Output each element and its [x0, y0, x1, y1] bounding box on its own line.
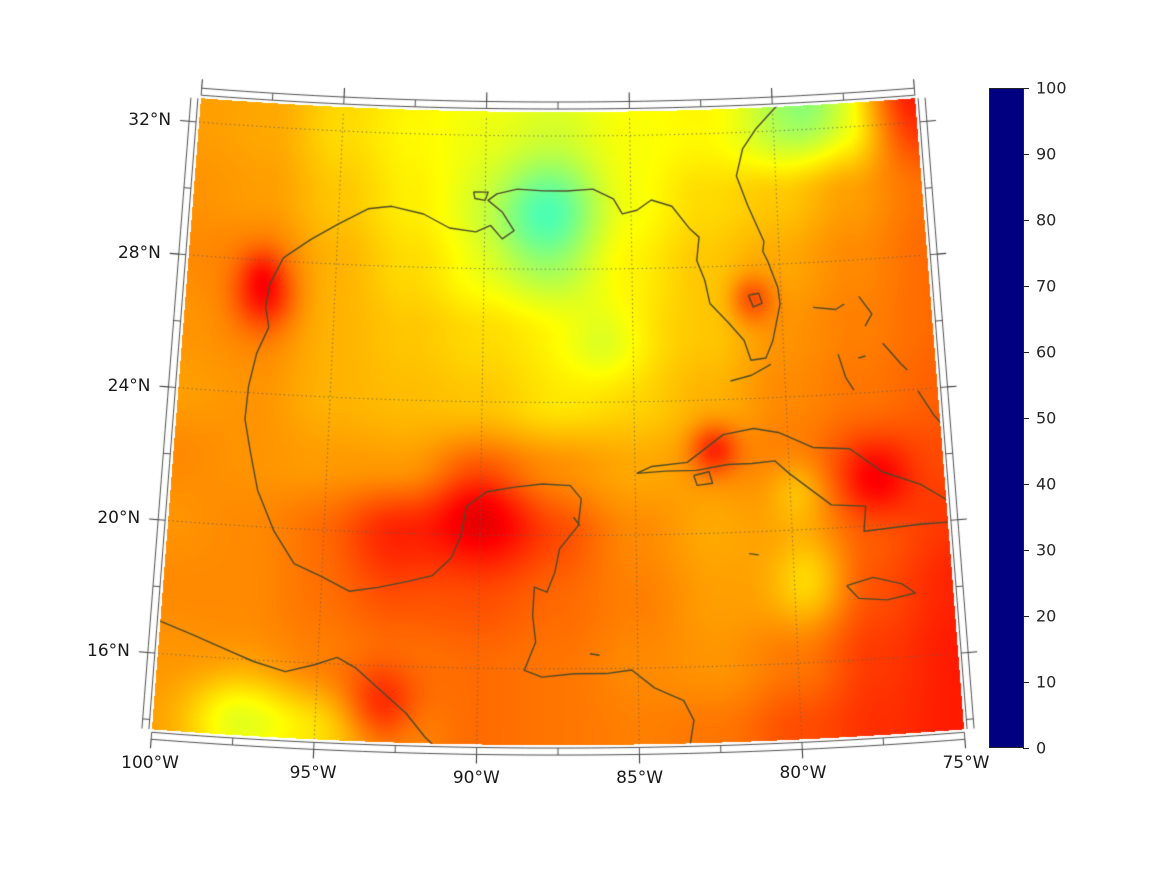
longitude-tick-label: 85°W	[616, 768, 664, 789]
colorbar-tick	[1023, 153, 1029, 155]
longitude-tick-label: 95°W	[289, 763, 337, 784]
colorbar-tick	[1023, 549, 1029, 551]
colorbar-tick	[1023, 483, 1029, 485]
latitude-tick-label: 24°N	[107, 375, 151, 396]
colorbar-tick-label: 30	[1036, 540, 1057, 560]
colorbar-tick	[1023, 747, 1029, 749]
colorbar-tick-label: 40	[1036, 474, 1057, 494]
latitude-tick-label: 20°N	[97, 508, 141, 529]
latitude-tick-label: 32°N	[128, 109, 172, 130]
colorbar-tick	[1023, 615, 1029, 617]
colorbar-tick-label: 90	[1036, 144, 1057, 164]
colorbar-tick	[1023, 351, 1029, 353]
longitude-tick-label: 100°W	[121, 753, 179, 774]
colorbar-tick-label: 70	[1036, 276, 1057, 296]
colorbar-tick	[1023, 417, 1029, 419]
colorbar-tick	[1023, 681, 1029, 683]
colorbar-tick-label: 60	[1036, 342, 1057, 362]
latitude-tick-label: 16°N	[87, 641, 130, 662]
longitude-tick-label: 90°W	[452, 768, 500, 789]
colorbar-tick-label: 50	[1036, 408, 1057, 428]
latitude-tick-label: 28°N	[117, 242, 161, 263]
longitude-tick-label: 75°W	[942, 753, 990, 774]
colorbar-tick-label: 20	[1036, 606, 1057, 626]
colorbar-gradient	[989, 88, 1024, 748]
colorbar: 0 10 20 30 40 50 60 70 80 90 100	[989, 79, 1067, 758]
longitude-tick-label: 80°W	[779, 763, 827, 784]
colorbar-tick	[1023, 285, 1029, 287]
colorbar-tick-label: 100	[1036, 78, 1067, 98]
colorbar-tick-label: 0	[1036, 738, 1047, 758]
colorbar-tick-label: 80	[1036, 210, 1057, 230]
colorbar-tick	[1023, 87, 1029, 89]
colorbar-tick-label: 10	[1036, 672, 1057, 692]
colorbar-tick	[1023, 219, 1029, 221]
